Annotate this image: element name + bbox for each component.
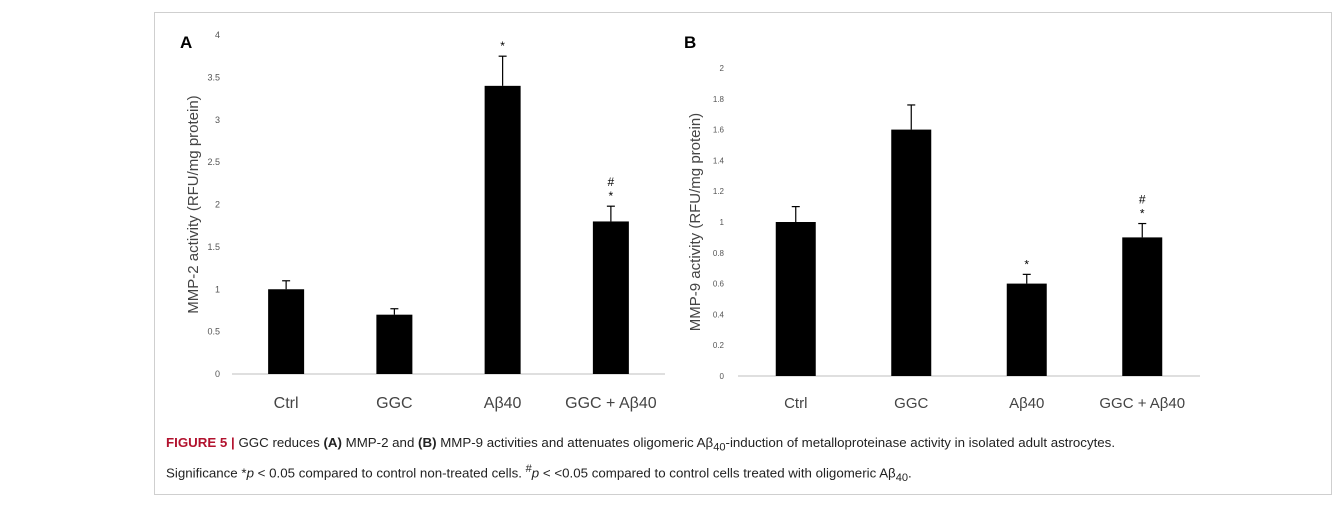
bar <box>592 221 629 374</box>
caption-ref-a: (A) <box>323 435 342 450</box>
significance-annotation: # <box>608 175 615 189</box>
x-tick-label: GGC + Aβ40 <box>1099 395 1185 412</box>
caption-text-6: < 0.05 compared to control non-treated c… <box>253 465 526 481</box>
caption-sup-hash: # <box>525 462 532 475</box>
y-tick-label: 1 <box>215 284 220 294</box>
bar <box>268 289 305 374</box>
x-tick-label: GGC <box>894 395 928 412</box>
caption-text-5: Significance * <box>166 465 247 481</box>
panel-label: A <box>180 33 192 52</box>
bar <box>484 85 521 374</box>
y-tick-label: 4 <box>215 30 220 40</box>
figure-charts: A 0 0.5 1 1.5 2 2.5 3 3.5 4 MMP-2 activity (RFU/mg… <box>180 30 1200 412</box>
significance-annotation: * <box>1024 257 1029 271</box>
bar <box>775 222 816 376</box>
y-tick-label: 1.4 <box>713 156 725 165</box>
y-tick-label: 0.5 <box>207 327 220 337</box>
significance-annotation: * <box>1140 207 1145 221</box>
y-tick-label: 1.6 <box>713 126 725 135</box>
figure-caption: FIGURE 5 | GGC reduces (A) MMP-2 and (B)… <box>166 432 1326 489</box>
y-tick-label: 0.4 <box>713 310 725 319</box>
bar <box>1006 283 1047 376</box>
x-tick-label: Aβ40 <box>484 395 522 412</box>
significance-annotation: * <box>500 39 505 53</box>
chart-panel-b: B 0 0.2 0.4 0.6 0.8 1 1.2 1.4 1.6 1.8 2 MMP-9 activi… <box>684 33 1200 412</box>
y-tick-label: 0 <box>720 372 725 381</box>
caption-p-1: p <box>246 465 254 481</box>
y-tick-label: 3.5 <box>207 72 220 82</box>
bar <box>376 314 413 374</box>
y-tick-label: 2 <box>720 64 725 73</box>
bar <box>1122 237 1163 376</box>
x-tick-label: Aβ40 <box>1009 395 1044 412</box>
y-axis-label: MMP-9 activity (RFU/mg protein) <box>687 113 704 331</box>
panel-label: B <box>684 33 696 52</box>
significance-annotation: * <box>609 189 614 203</box>
y-tick-label: 0.6 <box>713 280 725 289</box>
y-tick-label: 0.2 <box>713 341 725 350</box>
x-tick-label: Ctrl <box>784 395 807 412</box>
y-tick-label: 2 <box>215 200 220 210</box>
caption-text-2: MMP-2 and <box>341 435 419 450</box>
bar <box>891 129 932 376</box>
y-tick-label: 0.8 <box>713 249 725 258</box>
y-tick-label: 2.5 <box>207 157 220 167</box>
chart-panel-a: A 0 0.5 1 1.5 2 2.5 3 3.5 4 MMP-2 activity (RFU/mg… <box>180 30 665 412</box>
caption-p-2: p <box>531 465 540 481</box>
y-tick-label: 1.8 <box>713 95 725 104</box>
y-tick-label: 1.2 <box>713 187 725 196</box>
y-tick-label: 1.5 <box>207 242 220 252</box>
y-tick-label: 3 <box>215 115 220 125</box>
y-tick-label: 1 <box>720 218 725 227</box>
caption-ref-b: (B) <box>418 435 437 450</box>
caption-text-1: GGC reduces <box>234 435 324 450</box>
caption-text-7: < <0.05 compared to control cells treate… <box>539 465 896 481</box>
caption-text-8: . <box>908 465 912 481</box>
caption-sub-2: 40 <box>895 471 909 484</box>
caption-separator: | <box>231 435 235 450</box>
x-tick-label: GGC <box>376 395 412 412</box>
figure-label: FIGURE 5 <box>166 435 228 450</box>
significance-annotation: # <box>1139 193 1146 207</box>
x-tick-label: Ctrl <box>274 395 299 412</box>
caption-sub-1: 40 <box>713 441 726 454</box>
x-tick-label: GGC + Aβ40 <box>565 395 657 412</box>
y-tick-label: 0 <box>215 369 220 379</box>
caption-text-4: -induction of metalloproteinase activity… <box>725 435 1116 450</box>
caption-text-3: MMP-9 activities and attenuates oligomer… <box>436 435 714 450</box>
y-axis-label: MMP-2 activity (RFU/mg protein) <box>185 95 202 313</box>
